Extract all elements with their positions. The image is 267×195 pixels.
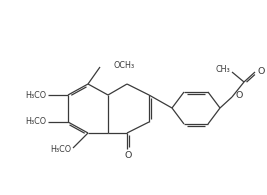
Text: H₃CO: H₃CO (25, 118, 46, 127)
Text: H₃CO: H₃CO (50, 145, 71, 154)
Text: O: O (236, 90, 244, 99)
Text: O: O (124, 151, 132, 160)
Text: H₃CO: H₃CO (25, 90, 46, 99)
Text: OCH₃: OCH₃ (113, 61, 134, 71)
Text: O: O (257, 67, 264, 76)
Text: CH₃: CH₃ (215, 66, 230, 74)
